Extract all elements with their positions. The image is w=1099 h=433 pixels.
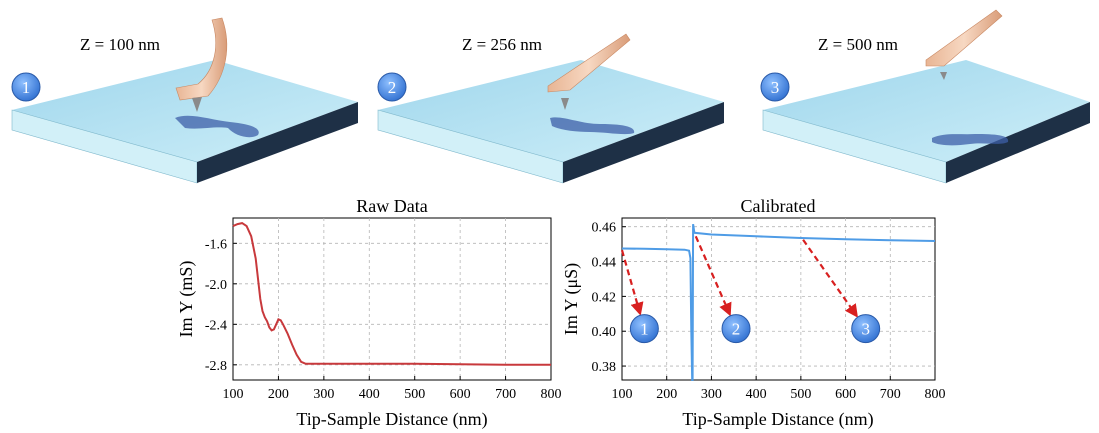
raw-series-line [232, 222, 551, 366]
annotation-arrow-1 [620, 249, 644, 316]
raw-x-tick-label: 100 [223, 387, 244, 402]
tip-shadow [175, 115, 259, 138]
raw-gridlines [233, 218, 551, 380]
cal-chart-title: Calibrated [741, 196, 816, 216]
cal-x-tick-label: 100 [612, 387, 633, 402]
raw-data-chart: 100 200 300 400 500 600 700 800 -1.6 -2.0 -2.4 -2.… [176, 196, 562, 430]
raw-plot-frame [232, 217, 552, 381]
cal-gridlines [622, 218, 935, 380]
cal-x-tick-label: 700 [880, 387, 901, 402]
raw-x-tick-label: 700 [495, 387, 516, 402]
annotation-marker-3 [851, 314, 881, 344]
annotation-label-2: 2 [732, 320, 741, 339]
raw-y-tick-label: -2.0 [205, 278, 227, 293]
raw-y-tick-label: -2.8 [205, 359, 227, 374]
step-marker-3 [760, 72, 790, 102]
panel-2: 2 Z = 256 nm [377, 33, 724, 184]
raw-y-ticks: -1.6 -2.0 -2.4 -2.8 [205, 237, 237, 374]
raw-chart-title: Raw Data [356, 196, 427, 216]
cal-y-tick-label: 0.42 [592, 290, 617, 305]
panel-3: 3 Z = 500 nm [760, 9, 1090, 184]
sample-slab-side [946, 102, 1090, 183]
step-marker-1 [11, 72, 41, 102]
cal-y-tick-label: 0.40 [592, 325, 617, 340]
step-marker-1-label: 1 [22, 78, 31, 97]
cal-y-axis-label: Im Y (μS) [561, 263, 582, 335]
raw-x-tick-label: 800 [541, 387, 562, 402]
sample-slab-side [197, 102, 358, 183]
z-label-1: Z = 100 nm [80, 35, 160, 54]
tip-shadow [932, 134, 1009, 146]
sample-slab-top [763, 60, 1090, 162]
annotation-arrow-3 [802, 239, 858, 318]
step-marker-2 [377, 72, 407, 102]
raw-x-tick-label: 500 [404, 387, 425, 402]
step-marker-2-label: 2 [388, 78, 397, 97]
cal-y-tick-label: 0.44 [592, 256, 617, 271]
cal-y-tick-label: 0.46 [592, 221, 617, 236]
raw-x-axis-label: Tip-Sample Distance (nm) [296, 409, 487, 430]
annotation-arrow-2 [694, 235, 732, 317]
annotation-label-1: 1 [640, 320, 649, 339]
probe-tip [940, 72, 947, 80]
raw-x-tick-label: 200 [268, 387, 289, 402]
sample-slab-top [378, 60, 724, 162]
z-label-2: Z = 256 nm [462, 35, 542, 54]
raw-x-tick-label: 600 [450, 387, 471, 402]
annotation-marker-1 [629, 314, 659, 344]
annotation-marker-2 [721, 314, 751, 344]
annotation-label-3: 3 [861, 320, 870, 339]
cal-annotations: 1 2 3 [620, 235, 881, 344]
step-marker-3-label: 3 [771, 78, 780, 97]
probe-tip [192, 97, 202, 112]
cantilever [925, 9, 1003, 67]
cal-x-tick-label: 400 [746, 387, 767, 402]
cal-plot-frame [621, 217, 936, 381]
cal-x-tick-label: 300 [701, 387, 722, 402]
cantilever [547, 33, 631, 93]
cal-series-line [621, 223, 936, 381]
sample-slab-top [12, 60, 358, 162]
panel-1: 1 Z = 100 nm [11, 17, 358, 184]
cal-x-axis-label: Tip-Sample Distance (nm) [682, 409, 873, 430]
raw-y-tick-label: -2.4 [205, 318, 227, 333]
raw-x-tick-label: 300 [313, 387, 334, 402]
cal-x-tick-label: 200 [656, 387, 677, 402]
raw-y-axis-label: Im Y (mS) [176, 261, 197, 338]
cantilever [175, 17, 228, 101]
cal-y-tick-label: 0.38 [592, 360, 617, 375]
tip-shadow [550, 117, 635, 135]
raw-x-ticks: 100 200 300 400 500 600 700 800 [223, 376, 562, 402]
sample-slab-side [563, 102, 724, 183]
calibrated-chart: 100 200 300 400 500 600 700 800 0.38 0.40 0.42 0.4… [561, 196, 946, 430]
cal-x-tick-label: 500 [790, 387, 811, 402]
z-label-3: Z = 500 nm [818, 35, 898, 54]
cal-x-tick-label: 600 [835, 387, 856, 402]
raw-x-tick-label: 400 [359, 387, 380, 402]
probe-tip [561, 98, 569, 110]
cal-x-ticks: 100 200 300 400 500 600 700 800 [612, 376, 946, 402]
raw-y-tick-label: -1.6 [205, 237, 227, 252]
cal-x-tick-label: 800 [925, 387, 946, 402]
cal-y-ticks: 0.38 0.40 0.42 0.44 0.46 [592, 221, 626, 375]
